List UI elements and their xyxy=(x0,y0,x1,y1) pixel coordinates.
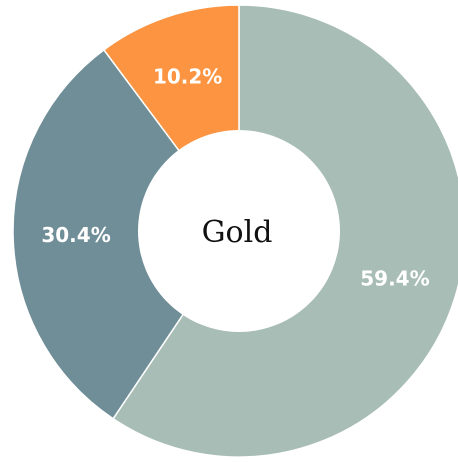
slice-label-3: 10.2% xyxy=(153,64,222,88)
slice-label-1: 59.4% xyxy=(360,266,429,290)
center-label: Gold xyxy=(202,215,273,250)
donut-hole xyxy=(138,130,340,332)
slice-2 xyxy=(12,48,240,420)
slice-labels: 59.4% 30.4% 10.2% xyxy=(41,64,429,290)
slice-label-2: 30.4% xyxy=(41,223,110,247)
